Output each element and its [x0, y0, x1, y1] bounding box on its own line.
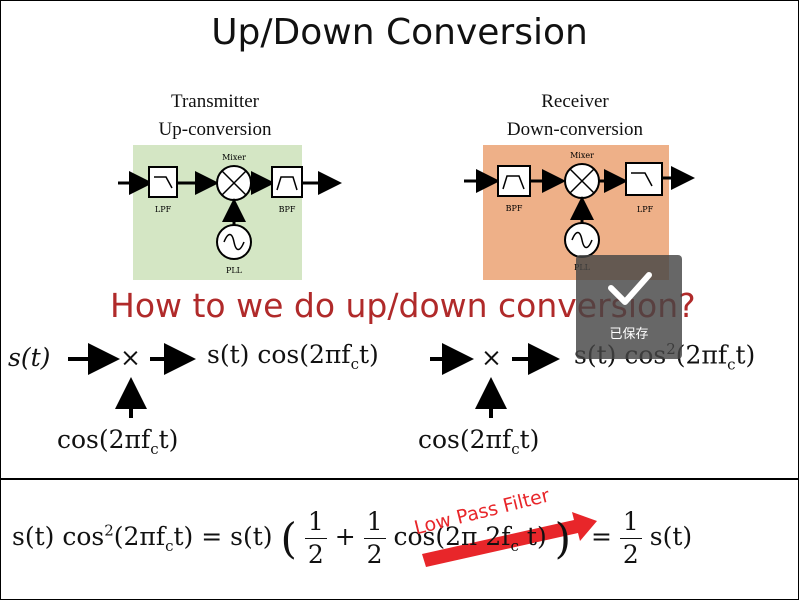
rx-mixer-cross: [569, 168, 595, 194]
transmitter-title-line1: Transmitter: [171, 91, 259, 112]
tx-lpf-box: [148, 166, 178, 198]
chain-mid-signal: s(t) cos(2πfct): [207, 340, 379, 373]
carrier-1: cos(2πfct): [57, 425, 179, 458]
rx-bpf-label: BPF: [506, 204, 523, 213]
carrier-2: cos(2πfct): [418, 425, 540, 458]
rx-lpf-shape: [631, 172, 653, 187]
rx-lpf-box: [625, 162, 663, 196]
rx-bpf-box: [497, 165, 531, 197]
chain-input: s(t): [8, 343, 51, 372]
lpf-annotation-arrow: [422, 512, 597, 567]
transmitter-title-line2: Up-conversion: [158, 119, 272, 140]
receiver-title: Receiver Down-conversion: [470, 88, 680, 144]
rx-pll-wave: [571, 231, 593, 249]
section-divider: [0, 478, 799, 480]
tx-bpf-box: [271, 166, 303, 198]
saved-toast: 已保存: [576, 255, 682, 359]
receiver-title-line2: Down-conversion: [506, 119, 644, 140]
toast-label: 已保存: [609, 327, 649, 342]
tx-pll-wave: [223, 233, 245, 251]
tx-pll-label: PLL: [226, 266, 243, 275]
tx-mixer-label: Mixer: [222, 153, 246, 162]
rx-mixer-label: Mixer: [570, 151, 594, 160]
chain-multiply-2: ×: [481, 343, 502, 372]
receiver-title-line1: Receiver: [541, 91, 609, 112]
tx-mixer-cross: [221, 170, 247, 196]
transmitter-title: Transmitter Up-conversion: [120, 88, 310, 144]
chain-multiply-1: ×: [120, 343, 141, 372]
tx-bpf-shape: [276, 176, 298, 191]
slide-title: Up/Down Conversion: [211, 12, 588, 53]
tx-lpf-label: LPF: [155, 205, 172, 214]
checkmark-icon: [608, 272, 652, 305]
tx-bpf-label: BPF: [279, 205, 296, 214]
rx-bpf-shape: [502, 175, 525, 190]
rx-lpf-label: LPF: [637, 205, 654, 214]
tx-lpf-shape: [154, 176, 173, 189]
